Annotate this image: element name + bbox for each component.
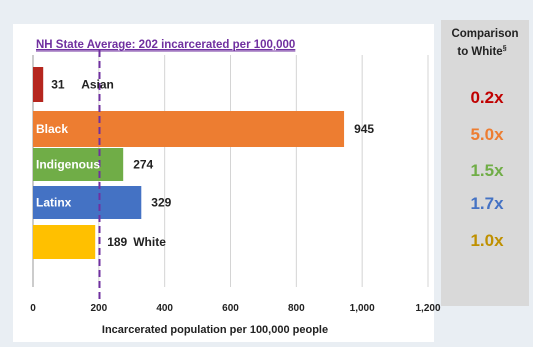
value-label-black: 945 (354, 122, 374, 136)
comparison-value-white: 1.0x (470, 231, 504, 250)
bar-white (33, 225, 96, 259)
bar-latinx (33, 186, 142, 219)
x-tick-label: 1,000 (350, 303, 375, 314)
comparison-title-line2-group: to White§ (457, 45, 506, 58)
category-label-black: Black (36, 122, 68, 136)
comparison-value-asian: 0.2x (470, 88, 504, 107)
comparison-footnote-mark: § (503, 45, 507, 52)
comparison-title-line1: Comparison (451, 28, 518, 40)
value-label-indigenous: 274 (133, 158, 153, 172)
category-label-asian: Asian (81, 78, 114, 92)
reference-line-group: NH State Average: 202 incarcerated per 1… (36, 39, 296, 300)
bar-black (33, 111, 345, 147)
bar-labels: 31 Asian Black 945 Indigenous 274 Latinx 329 189… (36, 78, 374, 250)
x-axis-label: Incarcerated population per 100,000 peop… (102, 324, 328, 336)
state-average-label: NH State Average: 202 incarcerated per 1… (36, 39, 295, 51)
comparison-column: Comparison to White§ 0.2x 5.0x 1.5x 1.7x 1.0… (451, 28, 518, 250)
value-label-white: 189 (107, 235, 127, 249)
x-tick-label: 800 (288, 303, 305, 314)
comparison-panel (441, 20, 529, 306)
category-label-white: White (133, 235, 166, 249)
bar-asian (33, 67, 44, 102)
x-tick-label: 0 (30, 303, 36, 314)
plot-panel (13, 24, 434, 342)
x-tick-label: 600 (222, 303, 239, 314)
comparison-value-indigenous: 1.5x (470, 161, 504, 180)
comparison-value-black: 5.0x (470, 125, 504, 144)
value-label-asian: 31 (51, 78, 65, 92)
category-label-indigenous: Indigenous (36, 158, 100, 172)
comparison-value-latinx: 1.7x (470, 194, 504, 213)
x-tick-label: 400 (156, 303, 173, 314)
x-tick-label: 1,200 (415, 303, 440, 314)
bars (33, 67, 345, 259)
comparison-title-line2: to White (457, 46, 502, 58)
bar-indigenous (33, 148, 124, 181)
category-label-latinx: Latinx (36, 196, 72, 210)
value-label-latinx: 329 (151, 196, 171, 210)
x-tick-label: 200 (90, 303, 107, 314)
x-axis-ticks: 0 200 400 600 800 1,000 1,200 (30, 303, 441, 314)
